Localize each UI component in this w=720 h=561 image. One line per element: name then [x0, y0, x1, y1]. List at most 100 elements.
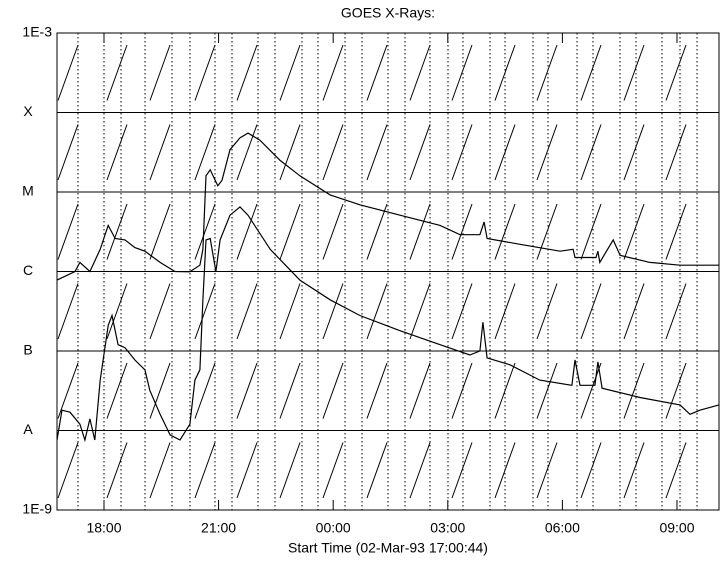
- slash-marker: [57, 203, 79, 260]
- slash-marker: [236, 203, 258, 260]
- slash-marker: [536, 203, 558, 260]
- slash-marker: [665, 44, 687, 101]
- slash-marker: [57, 362, 79, 419]
- slash-marker: [194, 44, 216, 101]
- slash-marker: [322, 362, 344, 419]
- y-tick-label: 1E-9: [22, 501, 52, 517]
- slash-marker: [279, 283, 301, 340]
- slash-marker: [409, 203, 431, 260]
- slash-marker: [236, 442, 258, 499]
- slash-marker: [451, 362, 473, 419]
- slash-marker: [279, 203, 301, 260]
- slash-marker: [366, 44, 388, 101]
- slash-marker: [366, 203, 388, 260]
- slash-marker: [322, 442, 344, 499]
- flux-line: [56, 206, 720, 443]
- slash-marker: [194, 203, 216, 260]
- slash-marker: [194, 442, 216, 499]
- slash-marker: [57, 283, 79, 340]
- slash-marker: [623, 203, 645, 260]
- y-tick-label: 1E-3: [22, 24, 52, 40]
- y-tick-label: M: [22, 183, 34, 199]
- x-tick-label: 06:00: [545, 520, 580, 536]
- slash-marker: [665, 442, 687, 499]
- slash-marker: [580, 124, 602, 181]
- slash-marker: [536, 442, 558, 499]
- slash-marker: [322, 283, 344, 340]
- x-tick-label: 00:00: [316, 520, 351, 536]
- slash-marker: [57, 124, 79, 181]
- slash-marker: [536, 283, 558, 340]
- slash-marker: [106, 124, 128, 181]
- slash-marker: [409, 283, 431, 340]
- slash-marker: [580, 283, 602, 340]
- slash-marker: [451, 283, 473, 340]
- slash-marker: [580, 203, 602, 260]
- slash-marker: [149, 124, 171, 181]
- slash-marker: [57, 44, 79, 101]
- slash-marker: [409, 44, 431, 101]
- y-tick-label: C: [23, 262, 33, 278]
- slash-marker: [623, 362, 645, 419]
- slash-marker: [279, 362, 301, 419]
- slash-marker: [665, 203, 687, 260]
- slash-marker: [236, 44, 258, 101]
- slash-marker: [366, 362, 388, 419]
- slash-marker: [322, 44, 344, 101]
- slash-marker: [623, 442, 645, 499]
- slash-marker: [194, 362, 216, 419]
- slash-marker: [580, 44, 602, 101]
- slash-marker: [451, 442, 473, 499]
- slash-marker: [279, 442, 301, 499]
- slash-marker: [494, 362, 516, 419]
- slash-marker: [106, 203, 128, 260]
- slash-marker: [665, 124, 687, 181]
- slash-marker: [106, 283, 128, 340]
- slash-marker: [623, 124, 645, 181]
- slash-marker: [494, 44, 516, 101]
- slash-marker: [366, 124, 388, 181]
- slash-marker: [279, 124, 301, 181]
- slash-marker: [665, 362, 687, 419]
- slash-marker: [536, 362, 558, 419]
- slash-marker: [623, 44, 645, 101]
- slash-marker: [366, 283, 388, 340]
- slash-marker: [494, 442, 516, 499]
- x-axis-label: Start Time (02-Mar-93 17:00:44): [288, 540, 488, 556]
- slash-marker: [580, 362, 602, 419]
- flux-line: [56, 132, 719, 281]
- slash-marker: [494, 203, 516, 260]
- slash-marker: [409, 124, 431, 181]
- slash-marker: [451, 203, 473, 260]
- slash-marker: [409, 362, 431, 419]
- slash-marker: [623, 283, 645, 340]
- x-tick-label: 09:00: [659, 520, 694, 536]
- slash-marker: [149, 203, 171, 260]
- slash-marker: [236, 283, 258, 340]
- slash-marker: [451, 124, 473, 181]
- slash-marker: [149, 283, 171, 340]
- slash-marker: [149, 442, 171, 499]
- slash-marker: [106, 44, 128, 101]
- slash-marker: [279, 44, 301, 101]
- x-tick-label: 03:00: [430, 520, 465, 536]
- y-tick-label: B: [23, 342, 32, 358]
- slash-marker: [149, 362, 171, 419]
- slash-marker: [322, 203, 344, 260]
- slash-marker: [57, 442, 79, 499]
- slash-marker: [149, 44, 171, 101]
- slash-marker: [106, 362, 128, 419]
- slash-marker: [236, 362, 258, 419]
- slash-marker: [494, 124, 516, 181]
- x-tick-label: 21:00: [201, 520, 236, 536]
- slash-marker: [236, 124, 258, 181]
- slash-marker: [494, 283, 516, 340]
- slash-marker: [194, 124, 216, 181]
- slash-marker: [536, 44, 558, 101]
- chart-title: GOES X-Rays:: [341, 5, 435, 21]
- slash-marker: [366, 442, 388, 499]
- slash-marker: [536, 124, 558, 181]
- slash-marker: [451, 44, 473, 101]
